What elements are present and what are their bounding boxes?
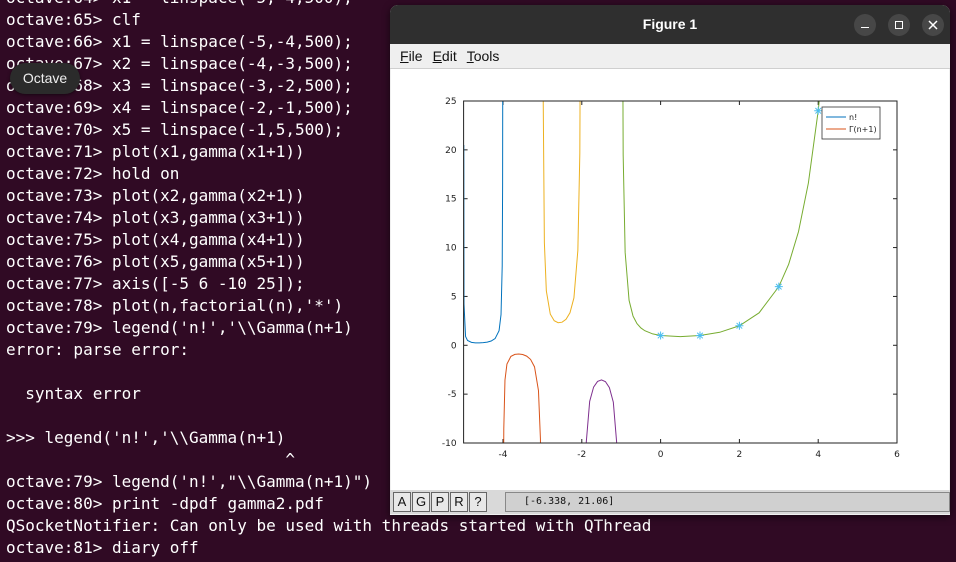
terminal-line: >>> legend('n!','\\Gamma(n+1) [6,428,286,447]
data-marker [774,282,783,291]
terminal-line: ^ [6,450,295,469]
data-marker [814,106,823,115]
y-tick-label: -5 [448,390,457,400]
window-title: Figure 1 [642,16,698,32]
terminal-line: octave:66> x1 = linspace(-5,-4,500); [6,32,353,51]
legend-label: Γ(n+1) [849,125,877,134]
status-field: [-6.338, 21.06] [505,492,950,512]
terminal-line: octave:80> print -dpdf gamma2.pdf [6,494,324,513]
figure-window: Figure 1 File Edit Tools -4 -2 0 2 4 6 -10 -5 0 5 10… [390,5,950,515]
maximize-button[interactable] [888,14,910,36]
data-line [542,101,581,324]
data-marker [696,331,704,340]
terminal-line: QSocketNotifier: Can only be used with t… [6,516,652,535]
terminal-line: error: parse error: [6,340,190,359]
terminal-line: octave:74> plot(x3,gamma(x3+1)) [6,208,305,227]
terminal-line: octave:70> x5 = linspace(-1,5,500); [6,120,344,139]
terminal-line: octave:73> plot(x2,gamma(x2+1)) [6,186,305,205]
y-tick-label: 20 [445,146,457,156]
y-tick-label: 15 [445,195,456,205]
data-marker [656,331,665,340]
plot: -4 -2 0 2 4 6 -10 -5 0 5 10 15 20 25 n! Γ(n+1) [391,69,949,490]
title-bar: Figure 1 [390,5,950,44]
legend-label: n! [849,113,857,122]
y-tick-label: -10 [442,439,457,449]
x-tick-label: 6 [894,450,900,460]
terminal-line: octave:64> x1 = linspace(-5,-4,500); [6,0,353,9]
close-icon [928,20,938,30]
x-tick-label: 0 [658,450,664,460]
data-line [585,379,618,443]
menu-item[interactable]: Edit [432,48,457,64]
data-line [463,101,504,344]
x-tick-label: 4 [815,450,821,460]
x-tick-label: -2 [577,450,586,460]
toolbar-button[interactable]: A [393,492,411,512]
y-tick-label: 5 [451,292,457,302]
toolbar: [-6.338, 21.06] A G P R? [390,490,950,514]
close-button[interactable] [922,14,944,36]
y-tick-label: 25 [445,97,456,107]
x-tick-label: 2 [737,450,743,460]
terminal-line: octave:79> legend('n!',"\\Gamma(n+1)") [6,472,373,491]
toolbar-button[interactable]: P [431,492,449,512]
terminal-line: octave:65> clf [6,10,141,29]
toolbar-button[interactable]: G [412,492,430,512]
x-tick-label: -4 [499,450,508,460]
toolbar-button[interactable]: ? [469,492,487,512]
axes-box [463,100,898,444]
terminal-line: octave:69> x4 = linspace(-2,-1,500); [6,98,353,117]
menu-item[interactable]: Tools [466,48,500,64]
terminal-line: octave:77> axis([-5 6 -10 25]); [6,274,305,293]
tooltip: Octave [10,63,80,94]
data-marker [735,321,744,330]
legend-box [821,106,881,140]
terminal-line: octave:79> legend('n!','\\Gamma(n+1) [6,318,353,337]
terminal-line: octave:81> diary off [6,538,199,557]
menu-item[interactable]: File [400,48,423,64]
toolbar-button[interactable]: R [450,492,468,512]
terminal-line: octave:72> hold on [6,164,180,183]
data-line [622,101,820,338]
menu-bar: File Edit Tools [390,44,950,69]
y-tick-label: 10 [445,244,457,254]
plot-area [463,101,823,443]
terminal-line: octave:71> plot(x1,gamma(x1+1)) [6,142,305,161]
terminal-line: octave:75> plot(x4,gamma(x4+1)) [6,230,305,249]
terminal-line: octave:76> plot(x5,gamma(x5+1)) [6,252,305,271]
terminal-line: syntax error [6,384,141,403]
y-tick-label: 0 [451,341,457,351]
terminal-line: octave:78> plot(n,factorial(n),'*') [6,296,344,315]
minimize-button[interactable] [854,14,876,36]
data-line [503,353,541,443]
